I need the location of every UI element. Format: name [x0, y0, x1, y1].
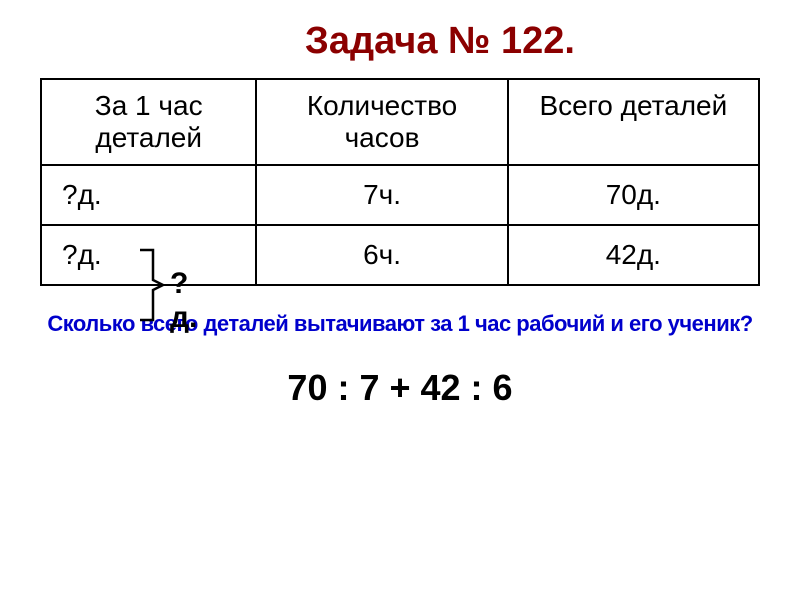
cell-r1c3: 70д. [508, 165, 759, 225]
cell-r2c1: ?д. [41, 225, 256, 285]
table-row: ?д. 7ч. 70д. [41, 165, 759, 225]
cell-r2c2: 6ч. [256, 225, 507, 285]
cell-r2c3: 42д. [508, 225, 759, 285]
problem-question: Сколько всего деталей вытачивают за 1 ча… [40, 311, 760, 337]
problem-title: Задача № 122. [120, 20, 760, 63]
data-table: За 1 час деталей Количество часов Всего … [40, 78, 760, 286]
header-hours: Количество часов [256, 79, 507, 165]
solution-expression: 70 : 7 + 42 : 6 [40, 367, 760, 409]
header-per-hour: За 1 час деталей [41, 79, 256, 165]
table-row: ?д. 6ч. 42д. [41, 225, 759, 285]
header-total: Всего деталей [508, 79, 759, 165]
table-container: За 1 час деталей Количество часов Всего … [40, 78, 760, 286]
cell-r1c2: 7ч. [256, 165, 507, 225]
cell-r1c1: ?д. [41, 165, 256, 225]
